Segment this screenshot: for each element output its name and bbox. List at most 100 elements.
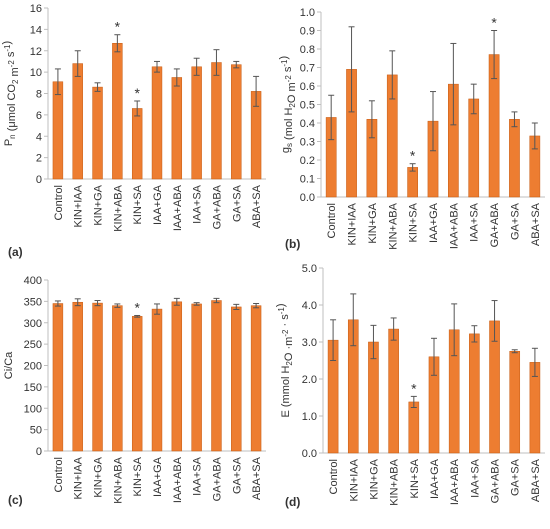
bar bbox=[191, 66, 202, 180]
bar bbox=[469, 333, 480, 454]
y-tick-label: 200 bbox=[24, 361, 42, 373]
x-tick-label: GA+ABA bbox=[490, 458, 502, 503]
y-axis-title: Pn (μmol CO2 m-2 s-1) bbox=[1, 41, 21, 146]
x-tick-label: IAA+SA bbox=[469, 202, 481, 241]
x-tick-label: KIN+ABA bbox=[112, 456, 124, 503]
x-tick-label: ABA+SA bbox=[530, 202, 542, 246]
bar bbox=[92, 302, 103, 452]
bar bbox=[408, 401, 420, 454]
y-tick-label: 350 bbox=[24, 296, 42, 308]
bar bbox=[131, 316, 143, 452]
panel-label: (b) bbox=[285, 237, 300, 251]
bar bbox=[231, 64, 242, 180]
y-tick-label: 0.6 bbox=[300, 81, 315, 93]
bar bbox=[112, 43, 123, 180]
y-tick-label: 1.0 bbox=[302, 411, 317, 423]
bar bbox=[211, 62, 222, 180]
x-tick-label: IAA+SA bbox=[192, 456, 204, 495]
x-tick-label: IAA+ABA bbox=[448, 202, 460, 249]
y-axis-title: Ci/Ca bbox=[3, 351, 15, 379]
bar bbox=[72, 301, 83, 452]
bar bbox=[52, 303, 64, 452]
significance-mark: * bbox=[411, 380, 417, 396]
bar bbox=[211, 300, 222, 452]
y-tick-label: 0.0 bbox=[302, 448, 317, 460]
bar bbox=[509, 119, 520, 198]
y-tick-label: 10 bbox=[30, 67, 42, 79]
x-tick-label: KIN+GA bbox=[93, 184, 105, 225]
y-tick-label: 2 bbox=[36, 153, 42, 165]
x-tick-label: KIN+IAA bbox=[348, 458, 360, 501]
y-tick-label: 1.0 bbox=[300, 7, 315, 19]
bar bbox=[388, 328, 399, 454]
y-tick-label: 14 bbox=[30, 24, 42, 36]
y-axis-title: gs (mol H2O m-2 s-1) bbox=[278, 56, 298, 153]
x-tick-label: Control bbox=[53, 185, 65, 220]
significance-mark: * bbox=[410, 148, 416, 164]
y-tick-label: 6 bbox=[36, 110, 42, 122]
y-tick-label: 12 bbox=[30, 46, 42, 58]
y-tick-label: 0.7 bbox=[300, 63, 315, 75]
bar bbox=[112, 305, 123, 452]
y-tick-label: 8 bbox=[36, 89, 42, 101]
bar bbox=[151, 66, 163, 180]
x-tick-label: KIN+SA bbox=[408, 202, 420, 242]
y-tick-label: 3.0 bbox=[302, 337, 317, 349]
x-tick-label: GA+SA bbox=[231, 184, 243, 222]
x-tick-label: IAA+ABA bbox=[172, 456, 184, 503]
significance-mark: * bbox=[115, 19, 121, 35]
significance-mark: * bbox=[491, 15, 497, 31]
significance-mark: * bbox=[134, 85, 140, 101]
y-axis-title: E (mmol H2O ·m-2 · s-1) bbox=[275, 303, 295, 417]
bar bbox=[250, 305, 262, 452]
x-tick-label: KIN+GA bbox=[368, 458, 380, 499]
y-tick-label: 4.0 bbox=[302, 300, 317, 312]
x-tick-label: ABA+SA bbox=[251, 184, 263, 228]
x-tick-label: IAA+GA bbox=[429, 458, 441, 499]
chart-panel-4: 0.0 1.0 2.0 3.0 4.0 5.0 Control KIN+IAA KIN+GA KI… bbox=[275, 263, 545, 509]
x-tick-label: IAA+ABA bbox=[172, 184, 184, 231]
bar bbox=[92, 86, 103, 180]
bar bbox=[171, 77, 183, 180]
y-tick-label: 50 bbox=[30, 425, 42, 437]
bar bbox=[151, 308, 163, 452]
x-tick-label: KIN+ABA bbox=[389, 458, 401, 505]
x-tick-label: Control bbox=[328, 459, 340, 494]
bar bbox=[131, 108, 143, 180]
x-tick-label: KIN+SA bbox=[132, 456, 144, 496]
y-tick-label: 150 bbox=[24, 382, 42, 394]
bar bbox=[72, 63, 83, 180]
x-tick-label: GA+ABA bbox=[211, 456, 223, 501]
panel-label: (d) bbox=[285, 495, 300, 509]
x-tick-label: KIN+IAA bbox=[73, 184, 85, 227]
x-tick-label: Control bbox=[326, 203, 338, 238]
x-tick-label: KIN+GA bbox=[367, 202, 379, 243]
y-tick-label: 2.0 bbox=[302, 374, 317, 386]
y-tick-label: 0.4 bbox=[300, 118, 315, 130]
y-tick-label: 4 bbox=[36, 131, 42, 143]
x-tick-label: KIN+SA bbox=[409, 458, 421, 498]
y-tick-label: 0.3 bbox=[300, 137, 315, 149]
x-tick-label: ABA+SA bbox=[251, 456, 263, 500]
panel-label: (a) bbox=[8, 245, 23, 259]
y-tick-label: 400 bbox=[24, 275, 42, 287]
y-tick-label: 16 bbox=[30, 3, 42, 15]
x-tick-label: GA+ABA bbox=[211, 184, 223, 229]
x-tick-label: GA+ABA bbox=[489, 202, 501, 247]
x-tick-label: KIN+SA bbox=[132, 184, 144, 224]
bar bbox=[231, 306, 242, 452]
chart-panel-3: 0 50 100 150 200 250 300 350 400 Control KIN+IAA KI… bbox=[3, 275, 266, 507]
x-tick-label: KIN+ABA bbox=[387, 202, 399, 249]
x-tick-label: IAA+SA bbox=[192, 184, 204, 223]
x-tick-label: KIN+ABA bbox=[112, 184, 124, 231]
x-tick-label: IAA+GA bbox=[152, 456, 164, 497]
y-tick-label: 0 bbox=[36, 174, 42, 186]
x-tick-label: GA+SA bbox=[509, 202, 521, 240]
y-tick-label: 0.2 bbox=[300, 155, 315, 167]
bar bbox=[407, 167, 418, 198]
y-tick-label: 300 bbox=[24, 318, 42, 330]
x-tick-label: GA+SA bbox=[510, 458, 522, 496]
x-tick-label: ABA+SA bbox=[530, 458, 542, 502]
y-tick-label: 0.0 bbox=[300, 192, 315, 204]
x-tick-label: KIN+IAA bbox=[347, 202, 359, 245]
